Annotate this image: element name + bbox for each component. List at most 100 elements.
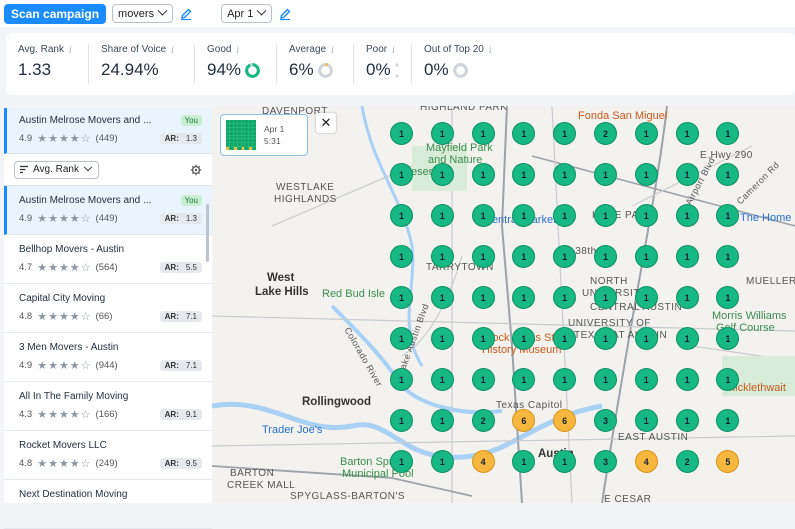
rank-pin[interactable]: 1 [594, 368, 617, 391]
rank-pin[interactable]: 1 [390, 450, 413, 473]
edit-date-icon[interactable] [278, 7, 292, 21]
business-list-item[interactable]: Bellhop Movers - Austin 4.7 ★★★★☆ (564) AR: 5… [4, 235, 212, 284]
rank-pin[interactable]: 1 [594, 204, 617, 227]
rank-pin[interactable]: 6 [553, 409, 577, 432]
rank-pin[interactable]: 1 [512, 368, 536, 391]
rank-pin[interactable]: 3 [594, 450, 617, 473]
business-list-item[interactable]: Next Destination Moving [4, 480, 212, 529]
rank-pin[interactable]: 1 [430, 327, 454, 350]
rank-pin[interactable]: 1 [716, 163, 740, 186]
rank-pin[interactable]: 2 [471, 409, 495, 432]
rank-pin[interactable]: 1 [553, 450, 577, 473]
rank-pin[interactable]: 1 [634, 327, 658, 350]
info-icon[interactable]: i [331, 44, 334, 55]
rank-pin[interactable]: 4 [634, 450, 658, 473]
rank-pin[interactable]: 1 [716, 245, 740, 268]
rank-pin[interactable]: 1 [430, 122, 454, 145]
info-icon[interactable]: i [236, 44, 239, 55]
close-button[interactable]: ✕ [316, 113, 336, 133]
rank-pin[interactable]: 1 [512, 286, 536, 309]
rank-pin[interactable]: 1 [716, 368, 740, 391]
rank-pin[interactable]: 1 [634, 122, 658, 145]
business-list-item[interactable]: Capital City Moving 4.8 ★★★★☆ (66) AR: 7.1 [4, 284, 212, 333]
list-scrollbar[interactable] [206, 204, 209, 262]
business-list-item[interactable]: 3 Men Movers - Austin 4.9 ★★★★☆ (944) AR: 7.1 [4, 333, 212, 382]
rank-pin[interactable]: 1 [390, 327, 413, 350]
rank-pin[interactable]: 1 [594, 286, 617, 309]
date-select[interactable]: Apr 1 [221, 4, 273, 23]
rank-pin[interactable]: 2 [594, 122, 617, 145]
rank-pin[interactable]: 1 [675, 286, 699, 309]
rank-pin[interactable]: 1 [675, 245, 699, 268]
rank-pin[interactable]: 1 [553, 286, 577, 309]
rank-pin[interactable]: 1 [594, 327, 617, 350]
rank-pin[interactable]: 1 [716, 409, 740, 432]
business-list-item[interactable]: Rocket Movers LLC 4.8 ★★★★☆ (249) AR: 9.5 [4, 431, 212, 480]
rank-pin[interactable]: 1 [512, 122, 536, 145]
rank-pin[interactable]: 1 [390, 286, 413, 309]
rank-pin[interactable]: 2 [675, 450, 699, 473]
rank-pin[interactable]: 1 [634, 204, 658, 227]
info-icon[interactable]: i [68, 44, 72, 55]
keyword-select[interactable]: movers [112, 4, 174, 23]
gear-icon[interactable] [190, 164, 202, 176]
rank-pin[interactable]: 1 [634, 409, 658, 432]
rank-pin[interactable]: 1 [675, 122, 699, 145]
rank-pin[interactable]: 1 [512, 245, 536, 268]
rank-pin[interactable]: 1 [716, 327, 740, 350]
rank-pin[interactable]: 1 [390, 163, 413, 186]
rank-pin[interactable]: 1 [716, 286, 740, 309]
rank-pin[interactable]: 1 [716, 122, 740, 145]
rank-pin[interactable]: 1 [512, 327, 536, 350]
rank-pin[interactable]: 1 [716, 204, 740, 227]
rank-pin[interactable]: 1 [430, 450, 454, 473]
rank-pin[interactable]: 1 [553, 368, 577, 391]
map-view[interactable]: DAVENPORT HIGHLAND PARK Fonda San Miguel Ma… [212, 106, 795, 503]
rank-pin[interactable]: 1 [675, 204, 699, 227]
rank-pin[interactable]: 1 [553, 122, 577, 145]
rank-pin[interactable]: 1 [634, 368, 658, 391]
pinned-business-card[interactable]: Austin Melrose Movers and ... You 4.9 ★★… [4, 108, 212, 154]
business-list-item[interactable]: Austin Melrose Movers and ... You 4.9 ★★★★☆… [4, 186, 212, 235]
rank-pin[interactable]: 4 [471, 450, 495, 473]
rank-pin[interactable]: 1 [430, 163, 454, 186]
rank-pin[interactable]: 1 [390, 409, 413, 432]
rank-pin[interactable]: 1 [390, 204, 413, 227]
rank-pin[interactable]: 1 [471, 286, 495, 309]
rank-pin[interactable]: 1 [471, 245, 495, 268]
rank-pin[interactable]: 1 [390, 245, 413, 268]
rank-pin[interactable]: 1 [512, 204, 536, 227]
rank-pin[interactable]: 1 [471, 122, 495, 145]
rank-pin[interactable]: 1 [553, 327, 577, 350]
rank-pin[interactable]: 1 [471, 368, 495, 391]
rank-pin[interactable]: 1 [675, 327, 699, 350]
rank-pin[interactable]: 1 [430, 245, 454, 268]
info-icon[interactable]: i [392, 44, 395, 55]
rank-pin[interactable]: 1 [675, 409, 699, 432]
info-icon[interactable]: i [171, 44, 174, 55]
sort-select[interactable]: Avg. Rank [14, 160, 99, 179]
info-icon[interactable]: i [488, 44, 492, 55]
rank-pin[interactable]: 1 [553, 163, 577, 186]
rank-pin[interactable]: 6 [512, 409, 536, 432]
rank-pin[interactable]: 1 [512, 450, 536, 473]
rank-pin[interactable]: 1 [634, 245, 658, 268]
business-list-item[interactable]: All In The Family Moving 4.3 ★★★★☆ (166) AR:… [4, 382, 212, 431]
rank-pin[interactable]: 1 [675, 368, 699, 391]
snapshot-card[interactable]: Apr 1 5:31 [220, 114, 308, 156]
rank-pin[interactable]: 1 [594, 245, 617, 268]
rank-pin[interactable]: 1 [594, 163, 617, 186]
rank-pin[interactable]: 1 [675, 163, 699, 186]
rank-pin[interactable]: 1 [634, 163, 658, 186]
rank-pin[interactable]: 1 [471, 163, 495, 186]
rank-pin[interactable]: 1 [553, 245, 577, 268]
rank-pin[interactable]: 5 [716, 450, 740, 473]
rank-pin[interactable]: 3 [594, 409, 617, 432]
rank-pin[interactable]: 1 [512, 163, 536, 186]
rank-pin[interactable]: 1 [430, 368, 454, 391]
rank-pin[interactable]: 1 [471, 327, 495, 350]
edit-keyword-icon[interactable] [179, 7, 193, 21]
rank-pin[interactable]: 1 [430, 409, 454, 432]
scan-campaign-button[interactable]: Scan campaign [4, 3, 107, 24]
rank-pin[interactable]: 1 [430, 204, 454, 227]
